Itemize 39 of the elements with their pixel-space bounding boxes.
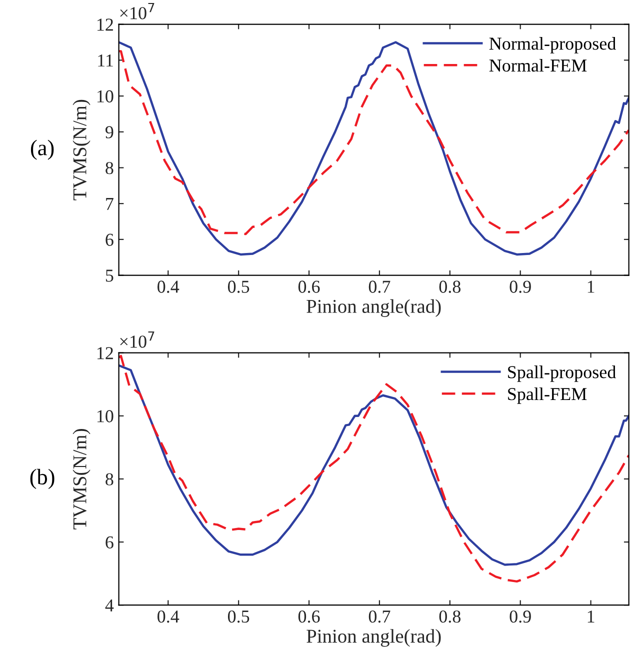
x-tick-label: 0.6 [298,280,320,293]
y-tick-label: 4 [105,599,114,612]
y-axis-title: TVMS(N/m) [72,429,90,530]
text: (b) [30,468,54,490]
x-tick-label: 0.8 [439,610,461,623]
legend-label: Normal-proposed [489,37,616,54]
text: (a) [30,140,54,160]
y-tick-label: 5 [106,270,114,282]
y-tick-label: 12 [97,18,113,31]
x-axis-title: Pinion angle(rad) [306,299,441,317]
legend-label: Spall-FEM [508,387,587,404]
text: ×10$^{7}$ [120,331,154,348]
y-tick-label: 10 [97,90,114,102]
x-tick-label: 0.7 [368,280,390,293]
x-tick-label: 0.4 [158,280,180,293]
x-tick-label: 0.8 [439,280,461,293]
x-tick-label: 1 [588,610,594,622]
x-tick-label: 1 [588,280,594,293]
y-tick-label: 6 [106,536,114,548]
legend-label: Normal-FEM [489,58,587,72]
text: ×10$^{7}$ [120,2,154,20]
y-tick-label: 8 [106,162,114,174]
x-tick-label: 0.6 [298,610,320,623]
y-tick-label: 8 [106,473,114,486]
x-axis-title: Pinion angle(rad) [306,629,441,647]
y-tick-label: 11 [98,54,113,66]
x-tick-label: 0.4 [158,610,180,623]
x-tick-label: 0.7 [368,610,390,623]
y-axis-title: TVMS(N/m) [72,100,90,200]
y-tick-label: 6 [106,234,114,246]
y-tick-label: 9 [106,126,114,138]
y-tick-label: 7 [106,198,114,210]
y-tick-label: 10 [97,410,114,422]
x-tick-label: 0.9 [510,280,531,293]
x-tick-label: 0.5 [228,280,250,293]
legend-label: Spall-proposed [508,366,616,382]
x-tick-label: 0.5 [228,610,250,623]
y-tick-label: 12 [97,347,113,360]
x-tick-label: 0.9 [510,610,531,623]
